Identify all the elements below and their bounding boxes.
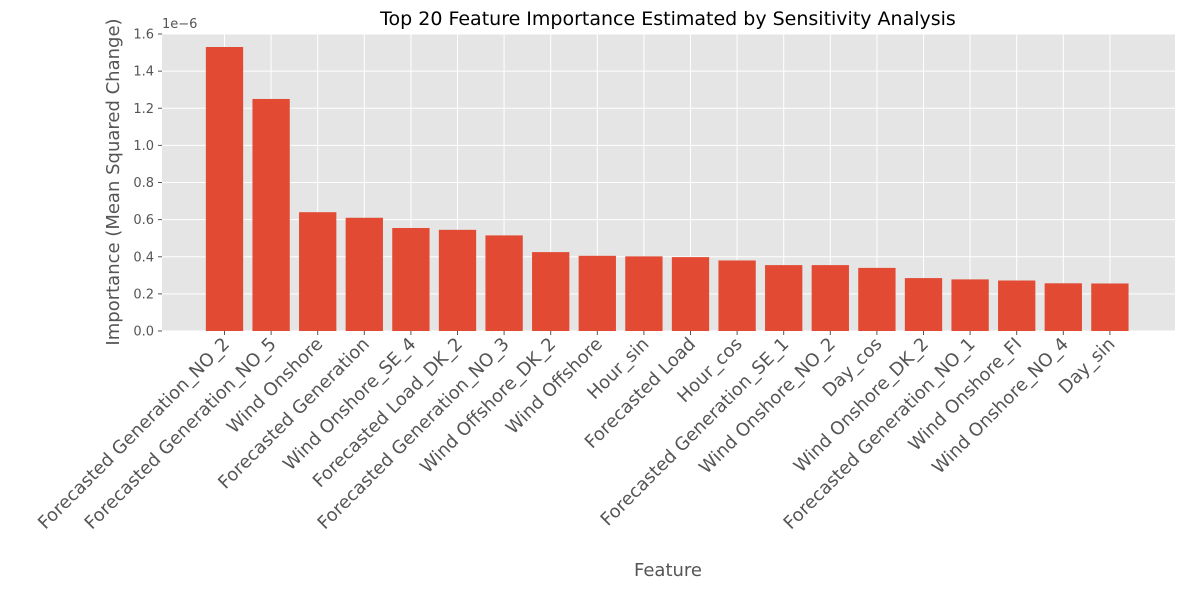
y-tick-label: 0.4: [133, 250, 154, 265]
x-tick-label: Forecasted Generation_NO_5: [81, 334, 281, 534]
bar: [578, 255, 616, 331]
x-tick-label: Forecasted Generation_NO_2: [34, 334, 234, 534]
y-axis-offset-label: 1e−6: [162, 17, 197, 32]
x-axis-label: Feature: [634, 560, 702, 581]
y-tick-label: 0.2: [133, 287, 154, 302]
y-tick-label: 1.4: [133, 65, 154, 80]
bar: [718, 260, 756, 331]
bar: [205, 46, 244, 332]
bar: [299, 212, 337, 331]
bar: [951, 279, 989, 331]
bar: [625, 256, 663, 331]
y-tick-label: 0.8: [133, 176, 154, 191]
bar: [345, 217, 383, 331]
bar: [1091, 283, 1129, 331]
y-tick-label: 0.6: [133, 213, 154, 228]
bar: [1044, 283, 1082, 331]
bar: [671, 257, 710, 331]
bar: [438, 229, 477, 331]
bar: [811, 265, 849, 331]
bars: [205, 46, 1129, 332]
bar: [392, 227, 430, 331]
y-axis-ticks: 0.0 0.2 0.4 0.6 0.8 1.0 1.2 1.4 1.6: [133, 28, 162, 340]
bar: [532, 252, 570, 331]
y-tick-label: 1.2: [133, 102, 154, 117]
y-tick-label: 0.0: [133, 325, 154, 340]
bar: [904, 278, 943, 331]
bar: [252, 98, 290, 331]
bar: [998, 280, 1036, 331]
y-axis-label: Importance (Mean Squared Change): [103, 18, 124, 345]
bar: [858, 267, 896, 331]
bar: [485, 235, 523, 331]
y-tick-label: 1.6: [133, 28, 154, 43]
chart-title: Top 20 Feature Importance Estimated by S…: [379, 8, 956, 30]
bar: [765, 265, 803, 331]
y-tick-label: 1.0: [133, 139, 154, 154]
